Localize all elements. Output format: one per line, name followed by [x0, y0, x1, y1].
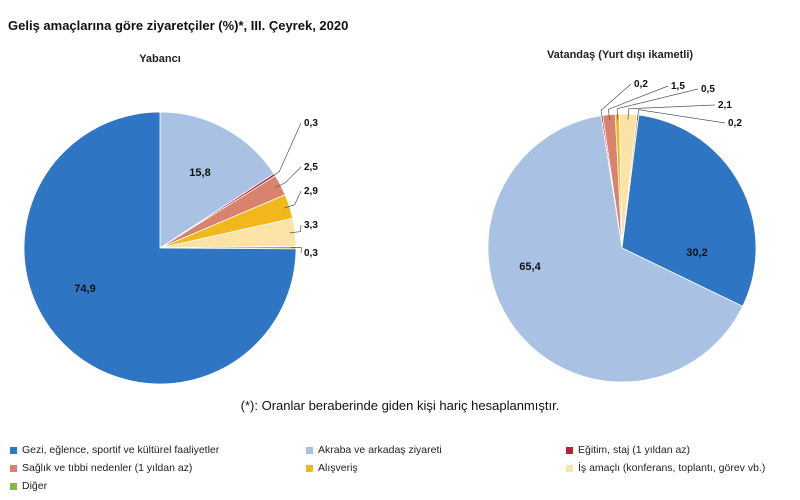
leader-line: [636, 109, 726, 124]
legend-item-egitim: Eğitim, staj (1 yıldan az): [566, 444, 690, 456]
slice-value-label: 0,3: [304, 248, 318, 259]
legend-item-alisveris: Alışveriş: [306, 462, 358, 474]
slice-value-label: 0,3: [304, 118, 318, 129]
leader-line: [284, 190, 302, 209]
chart-title: Geliş amaçlarına göre ziyaretçiler (%)*,…: [8, 18, 349, 33]
legend-swatch: [306, 464, 313, 472]
slice-value-label: 0,5: [701, 84, 715, 95]
legend-item-saglik: Sağlık ve tıbbi nedenler (1 yıldan az): [10, 462, 192, 474]
legend-item-is: İş amaçlı (konferans, toplantı, görev vb…: [566, 462, 765, 474]
leader-line: [608, 85, 669, 121]
leader-line: [290, 247, 302, 254]
legend-label: Sağlık ve tıbbi nedenler (1 yıldan az): [22, 462, 193, 474]
legend-label: İş amaçlı (konferans, toplantı, görev vb…: [578, 462, 766, 474]
legend-label: Akraba ve arkadaş ziyareti: [318, 444, 442, 456]
leader-line: [269, 122, 302, 178]
footnote: (*): Oranlar beraberinde giden kişi hari…: [240, 398, 560, 413]
leader-line: [275, 166, 302, 188]
legend-swatch: [10, 446, 17, 454]
legend-swatch: [566, 446, 573, 454]
pie-slice: [487, 115, 744, 383]
slice-value-label: 65,4: [519, 261, 541, 273]
legend-swatch: [10, 464, 17, 472]
slice-value-label: 30,2: [686, 247, 707, 259]
legend-label: Eğitim, staj (1 yıldan az): [578, 444, 691, 456]
pie-title-vatandas: Vatandaş (Yurt dışı ikametli): [547, 49, 693, 61]
legend-label: Alışveriş: [318, 462, 358, 474]
pie-slice: [621, 114, 757, 307]
legend-label: Diğer: [22, 480, 48, 492]
pie-title-yabanci: Yabancı: [139, 53, 181, 65]
pie-slice: [159, 111, 275, 249]
slice-value-label: 0,2: [728, 118, 742, 129]
legend-swatch: [566, 464, 573, 472]
leader-line: [616, 88, 699, 120]
slice-value-label: 0,2: [634, 79, 648, 90]
slice-value-label: 2,9: [304, 186, 318, 197]
slice-value-label: 1,5: [671, 81, 685, 92]
pie-vatandas: 0,2 1,5 0,52,1 0,2 30,2 65,4: [487, 79, 757, 383]
slice-value-label: 74,9: [74, 283, 95, 295]
slice-value-label: 2,1: [718, 100, 732, 111]
slice-value-label: 15,8: [189, 167, 210, 179]
legend: Gezi, eğlence, sportif ve kültürel faali…: [10, 440, 790, 496]
pie-yabanci: 15,8 0,3 2,5 2,9 3,3 0,3 74,9: [23, 111, 318, 385]
leader-line: [627, 104, 716, 120]
pie-charts: Yabancı Vatandaş (Yurt dışı ikametli) 15…: [23, 49, 757, 385]
legend-item-gezi: Gezi, eğlence, sportif ve kültürel faali…: [10, 444, 219, 456]
leader-line: [600, 83, 632, 121]
pie-slice: [23, 111, 297, 385]
slice-value-label: 3,3: [304, 220, 318, 231]
legend-swatch: [10, 482, 17, 490]
legend-swatch: [306, 446, 313, 454]
leader-line: [289, 224, 302, 234]
slice-value-label: 2,5: [304, 162, 318, 173]
legend-label: Gezi, eğlence, sportif ve kültürel faali…: [22, 444, 220, 456]
legend-item-diger: Diğer: [10, 480, 47, 492]
legend-item-akraba: Akraba ve arkadaş ziyareti: [306, 444, 442, 456]
